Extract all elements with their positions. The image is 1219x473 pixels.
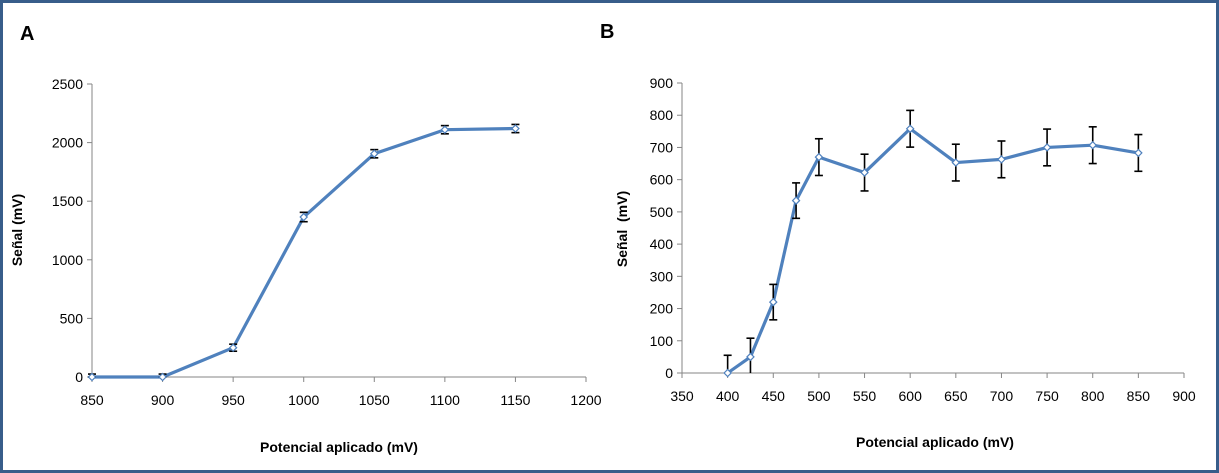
chart-panel-a: A 850 900 950 1000 1050 1100 1150 1200 0 500 1000 15… (9, 23, 602, 455)
x-tick-label: 900 (1172, 388, 1196, 404)
series-line (92, 126, 516, 379)
y-tick-label: 2000 (52, 135, 83, 151)
x-tick-label: 400 (716, 388, 740, 404)
y-tick-label: 1500 (52, 193, 83, 209)
data-point (1088, 140, 1098, 150)
data-point (1042, 143, 1052, 152)
data-point (746, 352, 755, 362)
y-tick-label: 500 (60, 310, 84, 326)
data-point (511, 124, 520, 133)
chart-panel-b: B 350 400 450 500 550 600 650 700 750 800 850 900 0 10… (600, 21, 1196, 450)
y-tick-label: 600 (650, 172, 674, 188)
data-point (768, 297, 778, 307)
data-point (440, 125, 450, 135)
x-tick-label: 800 (1081, 388, 1105, 404)
y-tick-label: 900 (650, 75, 674, 91)
x-tick-label: 1150 (500, 392, 530, 408)
x-tick-label: 850 (80, 392, 104, 408)
y-tick-label: 2500 (52, 76, 83, 92)
x-tick-label: 950 (221, 392, 245, 408)
x-axis-title: Potencial aplicado (mV) (856, 434, 1014, 450)
x-tick-label: 1100 (430, 392, 460, 408)
x-tick-label: 600 (899, 388, 923, 404)
y-tick-label: 700 (650, 139, 674, 155)
y-tick-label: 0 (75, 369, 83, 385)
series-line (726, 127, 1139, 375)
y-axis-title: Señal (mV) (9, 194, 25, 266)
y-tick-label: 300 (650, 268, 674, 284)
data-point (814, 152, 824, 162)
y-tick-label: 0 (665, 365, 673, 381)
data-point (369, 149, 379, 159)
x-tick-label: 650 (944, 388, 968, 404)
data-point (791, 196, 801, 205)
y-axis-title: Señal (mV) (614, 191, 630, 267)
x-axis-title: Potencial aplicado (mV) (260, 439, 418, 455)
data-point (87, 372, 97, 382)
y-tick-label: 200 (650, 301, 674, 317)
y-tick-label: 400 (650, 236, 674, 252)
data-point (723, 368, 732, 378)
data-point (1134, 148, 1143, 158)
x-tick-label: 900 (151, 392, 175, 408)
panel-label: B (600, 21, 614, 43)
y-tick-label: 1000 (52, 252, 83, 268)
data-point (905, 124, 915, 134)
x-tick-label: 1050 (359, 392, 390, 408)
x-tick-label: 350 (670, 388, 694, 404)
x-tick-label: 450 (762, 388, 786, 404)
x-tick-label: 850 (1127, 388, 1151, 404)
data-point (860, 168, 869, 177)
y-tick-label: 100 (650, 333, 674, 349)
x-tick-label: 550 (853, 388, 877, 404)
x-tick-label: 500 (807, 388, 831, 404)
x-tick-label: 1000 (288, 392, 319, 408)
y-tick-label: 500 (650, 204, 674, 220)
data-point (299, 212, 309, 222)
data-point (158, 372, 167, 382)
data-point (997, 155, 1006, 164)
y-tick-label: 800 (650, 107, 674, 123)
x-tick-label: 700 (990, 388, 1014, 404)
data-point (228, 343, 238, 353)
x-tick-label: 1200 (570, 392, 601, 408)
data-point (951, 158, 961, 167)
x-tick-label: 750 (1035, 388, 1059, 404)
panel-label: A (20, 23, 34, 45)
